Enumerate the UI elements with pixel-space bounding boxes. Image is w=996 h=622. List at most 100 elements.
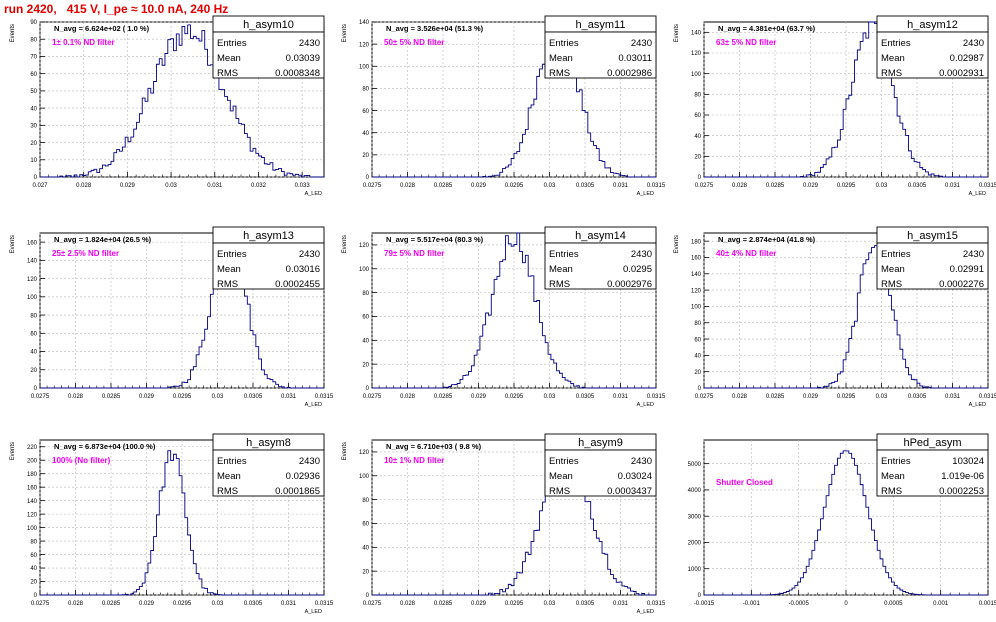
y-tick-label: 160 xyxy=(27,485,38,491)
x-tick-label: 0.0295 xyxy=(505,183,524,189)
stats-label-rms: RMS xyxy=(881,486,902,497)
x-tick-label: 0.029 xyxy=(139,394,155,400)
stats-value-entries: 2430 xyxy=(963,249,984,260)
y-tick-label: 4000 xyxy=(688,488,702,494)
x-tick-label: 0.001 xyxy=(933,601,949,607)
y-axis-title: Events xyxy=(10,24,16,42)
x-tick-label: 0.0305 xyxy=(576,183,595,189)
y-tick-label: 100 xyxy=(359,267,370,273)
stats-label-entries: Entries xyxy=(549,38,579,49)
y-tick-label: 1000 xyxy=(688,567,702,573)
stats-value-rms: 0.0002253 xyxy=(939,486,984,497)
x-tick-label: 0.0315 xyxy=(315,601,334,607)
x-tick-label: 0.0305 xyxy=(244,601,263,607)
stats-label-mean: Mean xyxy=(549,471,573,482)
navg-header: N_avg = 6.710e+03 ( 9.8 %) xyxy=(386,442,482,451)
stats-value-mean: 0.02991 xyxy=(950,264,984,275)
x-axis-title: A_LED xyxy=(969,402,986,408)
y-tick-label: 60 xyxy=(362,522,369,528)
x-axis-title: A_LED xyxy=(305,609,322,615)
x-tick-label: 0.0305 xyxy=(576,394,595,400)
y-tick-label: 0 xyxy=(698,175,702,181)
stats-value-entries: 2430 xyxy=(631,456,652,467)
x-tick-label: 0.03 xyxy=(165,183,177,189)
stats-label-mean: Mean xyxy=(549,53,573,64)
y-tick-label: 60 xyxy=(30,331,37,337)
y-tick-label: 0 xyxy=(366,175,370,181)
y-tick-label: 140 xyxy=(691,272,702,278)
histogram-title: h_asym11 xyxy=(576,19,626,31)
y-axis-title: Events xyxy=(674,24,680,42)
y-tick-label: 140 xyxy=(691,31,702,37)
y-tick-label: 40 xyxy=(362,339,369,345)
y-tick-label: 120 xyxy=(359,450,370,456)
x-tick-label: 0.0305 xyxy=(244,394,263,400)
x-tick-label: 0.0295 xyxy=(837,394,856,400)
stats-box xyxy=(876,242,989,290)
navg-header: N_avg = 3.526e+04 (51.3 %) xyxy=(386,24,484,33)
x-axis-title: A_LED xyxy=(305,191,322,197)
y-tick-label: 20 xyxy=(362,362,369,368)
x-tick-label: 0.029 xyxy=(471,183,487,189)
x-tick-label: 0.028 xyxy=(400,601,416,607)
x-tick-label: 0.03 xyxy=(876,394,888,400)
x-tick-label: 0.028 xyxy=(76,183,92,189)
histogram-series xyxy=(40,24,324,178)
x-tick-label: 0.03 xyxy=(212,394,224,400)
histogram-series xyxy=(40,450,324,596)
navg-header: N_avg = 1.824e+04 (26.5 %) xyxy=(54,235,152,244)
navg-header: N_avg = 5.517e+04 (80.3 %) xyxy=(386,235,484,244)
histogram-series xyxy=(372,232,656,389)
stats-value-entries: 2430 xyxy=(963,38,984,49)
x-tick-label: 0.029 xyxy=(803,394,819,400)
x-axis-title: A_LED xyxy=(969,191,986,197)
stats-value-rms: 0.0003437 xyxy=(607,486,652,497)
y-tick-label: 120 xyxy=(359,42,370,48)
y-tick-label: 80 xyxy=(694,93,701,99)
x-tick-label: 0.028 xyxy=(400,183,416,189)
x-tick-label: 0.0315 xyxy=(647,601,666,607)
x-tick-label: -0.0015 xyxy=(694,601,715,607)
x-tick-label: 0.0315 xyxy=(647,183,666,189)
histogram-title: h_asym9 xyxy=(578,437,623,449)
y-tick-label: 160 xyxy=(691,256,702,262)
histogram-title: h_asym10 xyxy=(243,19,294,31)
histogram-title: h_asym13 xyxy=(243,230,294,242)
x-tick-label: 0.03 xyxy=(212,601,224,607)
x-tick-label: 0 xyxy=(844,601,848,607)
stats-label-mean: Mean xyxy=(217,264,241,275)
stats-value-mean: 0.03011 xyxy=(618,53,652,64)
x-tick-label: 0.0315 xyxy=(647,394,666,400)
stats-value-rms: 0.0002986 xyxy=(607,68,652,79)
x-tick-label: 0.031 xyxy=(613,394,629,400)
stats-label-rms: RMS xyxy=(549,486,570,497)
x-tick-label: 0.0285 xyxy=(434,601,453,607)
x-axis-title: A_LED xyxy=(637,191,654,197)
y-tick-label: 40 xyxy=(30,566,37,572)
stats-value-entries: 2430 xyxy=(631,249,652,260)
histogram-pad-h_asym10: 0.027 0.028 0.029 0.03 0.031 0.032 0.033 0 10 20 3… xyxy=(10,15,325,197)
histogram-series xyxy=(372,447,656,596)
stats-label-rms: RMS xyxy=(217,486,238,497)
filter-note: 25± 2.5% ND filter xyxy=(52,249,119,258)
x-tick-label: 0.0015 xyxy=(979,601,996,607)
x-tick-label: 0.0285 xyxy=(102,394,121,400)
y-tick-label: 40 xyxy=(694,354,701,360)
y-tick-label: 0 xyxy=(698,593,702,599)
x-axis-title: A_LED xyxy=(637,609,654,615)
stats-box xyxy=(876,449,989,497)
histogram-series xyxy=(372,22,656,178)
y-tick-label: 20 xyxy=(362,153,369,159)
x-tick-label: 0.0315 xyxy=(979,394,996,400)
y-tick-label: 100 xyxy=(691,305,702,311)
y-tick-label: 80 xyxy=(30,313,37,319)
stats-box xyxy=(212,242,325,290)
histogram-series xyxy=(704,450,988,596)
y-tick-label: 40 xyxy=(362,131,369,137)
stats-label-mean: Mean xyxy=(881,53,905,64)
y-tick-label: 120 xyxy=(691,51,702,57)
stats-value-rms: 0.0001865 xyxy=(275,486,320,497)
y-tick-label: 10 xyxy=(30,158,37,164)
stats-value-mean: 0.03039 xyxy=(286,53,320,64)
